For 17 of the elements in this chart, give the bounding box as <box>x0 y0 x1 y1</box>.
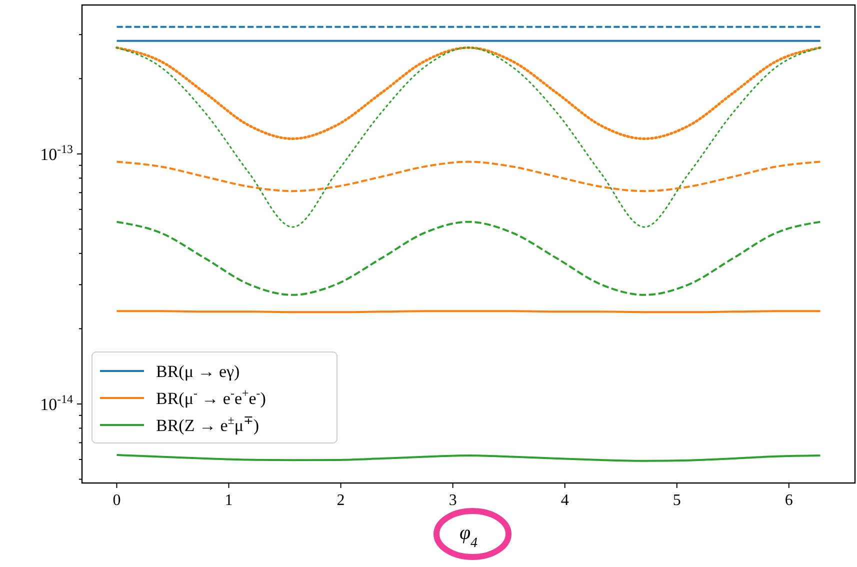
y-tick-label: 10$^{-13}$ <box>40 142 74 164</box>
line-series <box>116 160 822 192</box>
x-axis-title: φ$_{4}$ <box>459 522 478 550</box>
y-tick-label: 10$^{-14}$ <box>40 392 74 414</box>
x-tick-label: 0 <box>112 492 121 509</box>
legend-label: BR(μ → eγ) <box>156 362 240 381</box>
line-series <box>116 46 822 228</box>
x-tick-label: 3 <box>448 492 457 509</box>
legend-label: BR(Z → e$^{±}$μ$^{∓}$) <box>156 413 260 435</box>
text: BR(μ$^{-}$ → e$^{-}$e$^{+}$e$^{-}$) <box>156 386 266 408</box>
x-tick-label: 2 <box>336 492 345 509</box>
line-series <box>116 220 822 296</box>
x-tick-label: 5 <box>672 492 681 509</box>
line-series <box>115 46 822 140</box>
x-tick-label: 4 <box>560 492 569 509</box>
x-tick-label: 6 <box>784 492 793 509</box>
x-tick-label: 1 <box>224 492 233 509</box>
